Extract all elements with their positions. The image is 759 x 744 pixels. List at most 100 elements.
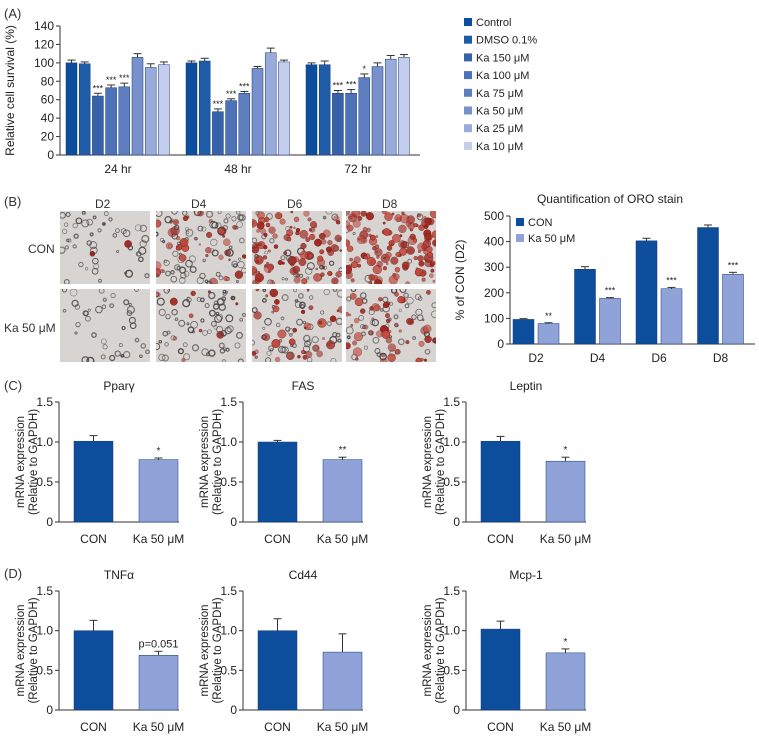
chart-c1-title: Pparγ [103,379,134,393]
chart-b-legend-label: Ka 50 μM [528,233,575,245]
chart-a-bar [358,77,371,156]
chart-c2-sig-label: ** [339,445,347,456]
chart-c3-ytick-label: 0 [453,515,460,529]
chart-b-ytick-label: 100 [484,311,504,325]
chart-a-bar [238,93,251,156]
chart-a-sig-label: *** [226,89,237,99]
chart-a-bar [251,68,264,156]
chart-a-xtick-label: 72 hr [344,162,371,176]
chart-a-legend-swatch [464,71,472,80]
chart-a-legend-label: Control [476,17,511,29]
chart-c2-ylabel: mRNA expression [199,416,211,508]
chart-d3-sig-label: * [564,637,568,648]
chart-b-bar [660,288,683,345]
chart-c3-sig-label: * [564,445,568,456]
chart-a-ytick-label: 140 [34,19,54,33]
chart-c2-xtick-label: CON [264,532,291,546]
chart-d2-ytick-label: 0 [230,703,237,717]
chart-d2-xtick-label: CON [264,720,291,734]
chart-c3-xtick-label: CON [487,532,514,546]
micrograph-image [252,289,342,362]
chart-d3-bar [480,628,521,711]
chart-d2-xtick-label: Ka 50 μM [317,720,369,734]
chart-a-ytick-label: 20 [41,130,55,144]
chart-c3: 0 0.5 1.0 1.5 CON * Ka 50 μM Leptin mRNA express… [422,379,591,546]
chart-a-bar [118,86,131,156]
chart-a-bar [332,93,344,156]
chart-a-legend-label: Ka 100 μM [476,70,529,82]
chart-a-xtick-label: 48 hr [224,162,251,176]
micrograph-cell [156,211,246,284]
chart-a-ytick-label: 40 [41,111,55,125]
chart-a-ylabel: Relative cell survival (%) [3,25,17,156]
chart-a-legend-label: Ka 75 μM [476,88,523,100]
micrograph-image [156,289,246,362]
chart-a-sig-label: *** [239,81,250,91]
chart-a-bar [198,60,211,156]
chart-a-sig-label: *** [333,81,344,91]
chart-a-xtick-label: 24 hr [104,162,131,176]
chart-a-ytick-label: 60 [41,93,55,107]
chart-c1-xtick-label: CON [80,532,107,546]
chart-b-xtick-label: D8 [713,351,729,365]
chart-d1-ylabel-sub: (Relative to GAPDH) [28,597,40,703]
micrograph-col-label-d6: D6 [287,197,303,211]
chart-b-sig-label: *** [666,275,677,285]
chart-a-bar [212,111,224,156]
chart-a-legend-swatch [464,18,472,26]
chart-d2-ytick-label: 1.0 [220,624,237,638]
chart-b-ylabel: % of CON (D2) [453,240,467,321]
chart-a-ytick-label: 100 [34,56,54,70]
chart-c3-ylabel: mRNA expression [422,416,434,508]
chart-c3-xtick-label: Ka 50 μM [540,532,592,546]
chart-c1-ytick-label: 1.0 [36,435,53,449]
chart-b-bar [574,268,596,345]
chart-d1-ytick-label: 1.0 [36,624,53,638]
chart-a-ytick-label: 80 [41,74,55,88]
chart-a-sig-label: *** [106,75,117,85]
chart-d1-xtick-label: CON [80,720,107,734]
chart-d2-bar [322,651,363,711]
chart-a-ytick-label: 120 [34,37,54,51]
chart-a-sig-label: *** [213,99,224,109]
chart-c1-ytick-label: 0 [46,515,53,529]
chart-d3-title: Mcp-1 [509,568,543,582]
chart-b-legend-swatch [516,218,524,226]
chart-a-legend-swatch [464,88,472,97]
chart-c1-sig-label: * [157,446,161,457]
chart-b-xtick-label: D6 [651,351,667,365]
chart-b-bar [635,240,658,345]
micrograph-cell [346,211,436,284]
chart-d3-bar [545,652,586,711]
chart-b-bar [697,227,719,345]
chart-a-sig-label: *** [346,80,357,90]
chart-c1-bar [73,440,114,523]
chart-d1-xtick-label: Ka 50 μM [133,720,185,734]
chart-a-bar [278,61,290,156]
chart-d3-ytick-label: 0 [453,703,460,717]
chart-b-xtick-label: D2 [528,351,544,365]
chart-b-sig-label: *** [728,260,739,270]
micrograph-row-label-ka: Ka 50 μM [4,321,56,335]
chart-b-xtick-label: D4 [590,351,606,365]
chart-a-bar [144,67,157,156]
chart-b-ytick-label: 400 [484,235,504,249]
chart-a-bar [318,64,331,156]
chart-b-sig-label: *** [605,286,616,296]
chart-a-ytick-label: 0 [47,148,54,162]
chart-b-ytick-label: 200 [484,286,504,300]
chart-b-bar [722,274,744,345]
chart-a-bar [185,62,198,156]
chart-a-legend-swatch [464,141,472,150]
chart-d1-ytick-label: 0 [46,703,53,717]
chart-b-ytick-label: 300 [484,260,504,274]
chart-c2-title: FAS [292,379,315,393]
chart-c2-ytick-label: 1.0 [220,435,237,449]
chart-d3-ytick-label: 0.5 [443,663,460,677]
chart-a-legend-swatch [464,53,472,62]
chart-a-bar [384,58,397,156]
chart-b-ytick-label: 500 [484,209,504,223]
panel-label-a: (A) [4,6,22,21]
chart-d1-ytick-label: 1.5 [36,584,53,598]
chart-d3-ytick-label: 1.0 [443,624,460,638]
